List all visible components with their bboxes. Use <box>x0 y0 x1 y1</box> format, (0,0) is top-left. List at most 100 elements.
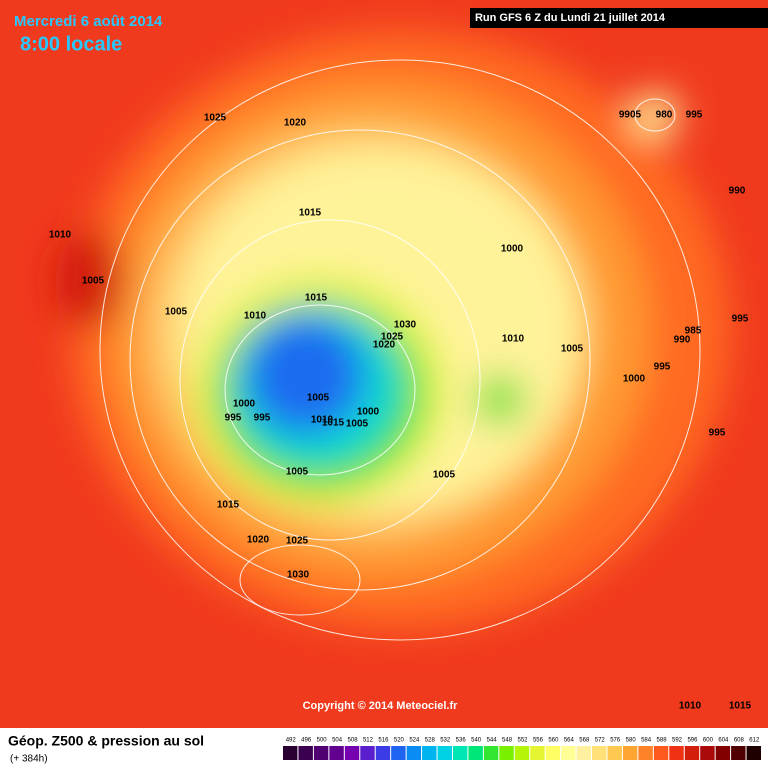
scale-swatch <box>499 746 514 760</box>
isobar-label: 1000 <box>623 374 646 385</box>
scale-label: 568 <box>579 738 590 744</box>
isobar-label: 1010 <box>49 230 72 241</box>
scale-label: 584 <box>641 738 652 744</box>
isobar-label: 1015 <box>299 208 322 219</box>
isobar-label: 1010 <box>679 701 702 712</box>
scale-label: 528 <box>425 738 436 744</box>
isobar-label: 1030 <box>287 570 310 581</box>
isobar-label: 980 <box>656 110 673 121</box>
isobar-label: 1020 <box>284 118 307 129</box>
scale-label: 496 <box>301 738 312 744</box>
isobar-label: 995 <box>686 110 703 121</box>
isobar-label: 1020 <box>373 340 396 351</box>
scale-label: 592 <box>672 738 683 744</box>
scale-label: 540 <box>471 738 482 744</box>
scale-swatch <box>731 746 746 760</box>
isobar-label: 1010 <box>244 311 267 322</box>
scale-label: 572 <box>595 738 606 744</box>
isobar-label: 1000 <box>501 244 524 255</box>
isobar-label: 1000 <box>233 399 256 410</box>
scale-label: 612 <box>749 738 760 744</box>
scale-label: 548 <box>502 738 513 744</box>
scale-label: 588 <box>657 738 668 744</box>
scale-label: 544 <box>487 738 498 744</box>
scale-label: 604 <box>718 738 729 744</box>
isobar-label: 995 <box>709 428 726 439</box>
scale-swatch <box>298 746 313 760</box>
scale-swatch <box>422 746 437 760</box>
isobar-label: 1010 <box>311 415 334 426</box>
isobar-label: 985 <box>685 326 702 337</box>
scale-swatch <box>607 746 622 760</box>
isobar-label: 1015 <box>305 293 328 304</box>
scale-swatch <box>684 746 700 760</box>
isobar-label: 1005 <box>433 470 456 481</box>
scale-swatch <box>452 746 468 760</box>
isobar-label: 1005 <box>286 467 309 478</box>
scale-swatch <box>561 746 576 760</box>
isobar-label: 1005 <box>561 344 584 355</box>
scale-label: 516 <box>378 738 389 744</box>
scale-label: 500 <box>317 738 328 744</box>
scale-label: 508 <box>348 738 359 744</box>
scale-swatch <box>391 746 406 760</box>
isobar-label: 1015 <box>729 701 752 712</box>
copyright: Copyright © 2014 Meteociel.fr <box>303 700 459 712</box>
scale-swatch <box>592 746 607 760</box>
scale-swatch <box>360 746 375 760</box>
scale-swatch <box>283 746 298 760</box>
scale-label: 564 <box>564 738 575 744</box>
scale-label: 524 <box>409 738 420 744</box>
scale-label: 532 <box>440 738 451 744</box>
isobar-label: 1005 <box>82 276 105 287</box>
isobar-label: 995 <box>225 413 242 424</box>
isobar-label: 1000 <box>357 407 380 418</box>
isobar-label: 1005 <box>165 307 188 318</box>
scale-swatch <box>576 746 592 760</box>
isobar-label: 1015 <box>217 500 240 511</box>
color-scale: 492 496 500 504 508 512 516 520 524 528 532 536 540 5… <box>283 738 761 760</box>
scale-label: 580 <box>626 738 637 744</box>
scale-label: 608 <box>734 738 745 744</box>
isobar-label: 1005 <box>346 419 369 430</box>
isobar-label: 995 <box>732 314 749 325</box>
scale-swatch <box>375 746 391 760</box>
scale-swatch <box>545 746 561 760</box>
time-label: 8:00 locale <box>20 33 122 55</box>
scale-swatch <box>313 746 329 760</box>
isobar-label: 995 <box>254 413 271 424</box>
scale-swatch <box>344 746 360 760</box>
scale-swatch <box>638 746 653 760</box>
scale-swatch <box>483 746 499 760</box>
scale-swatch <box>700 746 715 760</box>
isobar-label: 1015 <box>322 418 345 429</box>
isobar-label: 995 <box>654 362 671 373</box>
scale-label: 520 <box>394 738 405 744</box>
scale-label: 504 <box>332 738 343 744</box>
isobar-label: 990 <box>729 186 746 197</box>
isobar-label: 9905 <box>619 110 642 121</box>
scale-swatch <box>715 746 731 760</box>
footer-lead: (+ 384h) <box>10 754 48 765</box>
scale-label: 512 <box>363 738 374 744</box>
scale-label: 576 <box>610 738 621 744</box>
scale-swatch <box>437 746 452 760</box>
scale-label: 552 <box>517 738 528 744</box>
isobar-label: 1025 <box>381 332 404 343</box>
scale-label: 560 <box>548 738 559 744</box>
scale-swatch <box>468 746 483 760</box>
scale-label: 536 <box>456 738 467 744</box>
field <box>0 0 768 728</box>
isobar-label: 990 <box>674 335 691 346</box>
isobar-label: 1025 <box>204 113 227 124</box>
scale-swatch <box>406 746 422 760</box>
scale-swatch <box>530 746 545 760</box>
scale-swatch <box>622 746 638 760</box>
isobar-label: 1020 <box>247 535 270 546</box>
date-label: Mercredi 6 août 2014 <box>14 13 163 30</box>
footer-title: Géop. Z500 & pression au sol <box>8 733 204 749</box>
isobar-label: 1005 <box>307 393 330 404</box>
